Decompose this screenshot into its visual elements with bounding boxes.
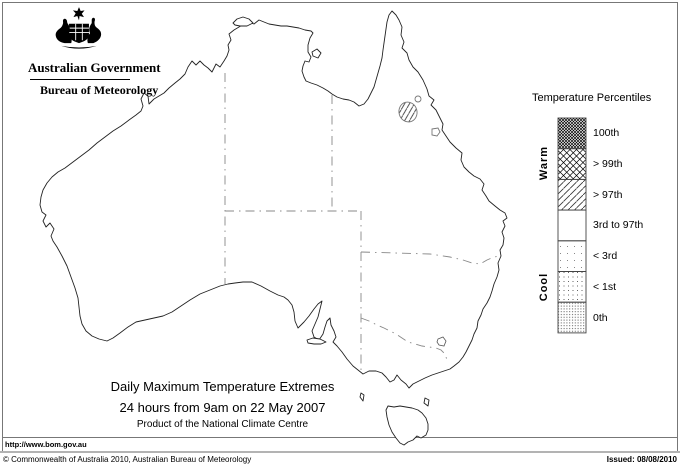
king-island <box>359 392 365 402</box>
border-nsw-vic-murray <box>360 317 448 361</box>
legend-cell-lt1st <box>557 271 587 303</box>
bureau-title: Bureau of Meteorology <box>40 83 159 97</box>
state-borders <box>224 73 501 370</box>
border-qld-nsw <box>360 251 501 265</box>
kangaroo-island <box>306 337 327 345</box>
islands <box>232 16 430 446</box>
legend-cell-0th <box>557 301 587 334</box>
mainland-coastline <box>39 10 508 389</box>
government-title: Australian Government <box>28 60 161 75</box>
agency-header: Australian Government Bureau of Meteorol… <box>28 6 178 98</box>
map-title-block: Daily Maximum Temperature Extremes 24 ho… <box>85 379 360 430</box>
footer-divider-line <box>2 437 677 438</box>
legend-cell-100th <box>557 117 587 150</box>
legend-title: Temperature Percentiles <box>532 92 652 104</box>
australian-coat-of-arms-icon <box>55 7 102 49</box>
map-data-regions <box>398 95 441 137</box>
bom-url: http://www.bom.gov.au <box>5 440 87 449</box>
kangaroo-icon <box>55 18 72 44</box>
warm-region-hatched <box>398 101 418 123</box>
legend-label-gt99th: > 99th <box>593 158 623 170</box>
act-outline <box>436 336 447 347</box>
small-region-circle <box>414 95 422 103</box>
legend-cell-3rd-97th <box>557 209 587 242</box>
emu-icon <box>87 17 102 44</box>
issued-date: Issued: 08/08/2010 <box>606 455 677 464</box>
small-region-coastal <box>431 127 441 137</box>
legend-cell-gt97th <box>557 178 587 211</box>
map-title: Daily Maximum Temperature Extremes <box>110 379 335 394</box>
legend-label-lt3rd: < 3rd <box>593 250 618 262</box>
legend-color-bar <box>557 117 587 334</box>
groote-eylandt <box>311 48 322 59</box>
header-rule <box>30 79 130 80</box>
map-subtitle: 24 hours from 9am on 22 May 2007 <box>119 400 326 415</box>
copyright-text: © Commonwealth of Australia 2010, Austra… <box>3 455 252 464</box>
legend-label-100th: 100th <box>593 127 620 139</box>
legend-cell-lt3rd <box>557 240 587 272</box>
legend-label-0th: 0th <box>593 312 608 324</box>
legend-warm-label: Warm <box>538 145 550 181</box>
legend-cool-label: Cool <box>538 272 550 302</box>
ribbon-icon <box>61 45 97 49</box>
legend-label-gt97th: > 97th <box>593 189 623 201</box>
page-bottom-divider <box>0 451 680 453</box>
map-product-line: Product of the National Climate Centre <box>136 419 309 430</box>
shield-icon <box>69 23 89 44</box>
star-icon <box>72 7 85 21</box>
legend-cell-gt99th <box>557 148 587 180</box>
legend-label-lt1st: < 1st <box>593 281 617 293</box>
melville-island <box>232 16 254 27</box>
flinders-island <box>423 397 430 407</box>
tasmania <box>385 405 429 446</box>
legend-label-3rd97th: 3rd to 97th <box>593 219 644 231</box>
map-frame-border <box>2 2 678 452</box>
